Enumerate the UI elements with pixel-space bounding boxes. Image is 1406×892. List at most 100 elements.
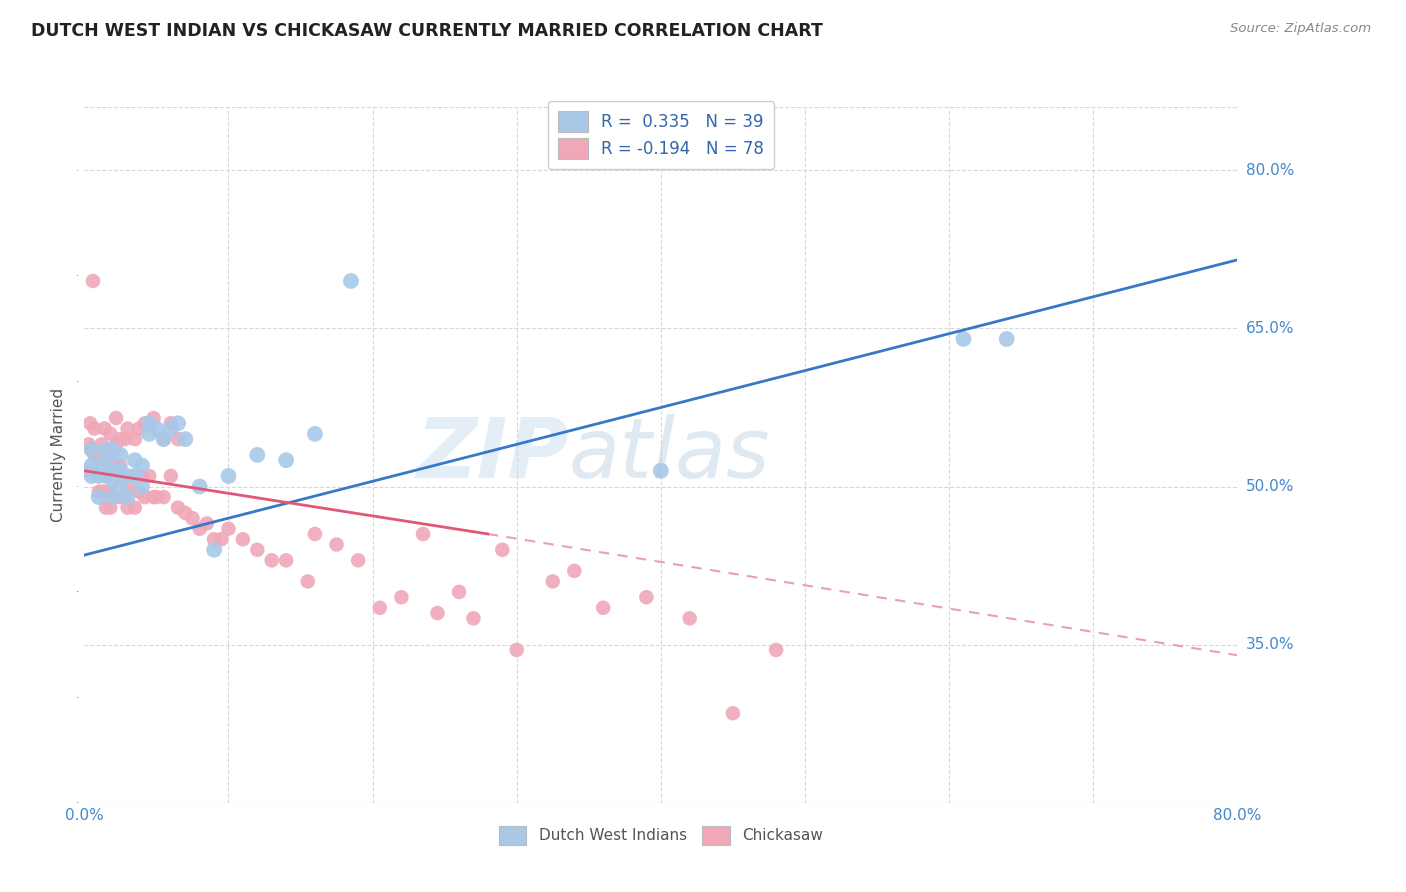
Legend: Dutch West Indians, Chickasaw: Dutch West Indians, Chickasaw	[494, 820, 828, 851]
Point	[77, 437, 100, 451]
Point	[87, 469, 110, 483]
Point	[124, 469, 146, 483]
Point	[174, 432, 197, 446]
Point	[134, 417, 156, 431]
Point	[195, 516, 218, 531]
Point	[181, 511, 204, 525]
Point	[103, 464, 124, 478]
Point	[276, 553, 298, 567]
Point	[276, 453, 298, 467]
Point	[114, 432, 136, 446]
Point	[110, 458, 132, 473]
Point	[110, 490, 132, 504]
Point	[721, 706, 744, 721]
Point	[297, 574, 319, 589]
Point	[160, 417, 183, 431]
Point	[105, 437, 128, 451]
Point	[167, 417, 190, 431]
Point	[142, 411, 165, 425]
Point	[131, 458, 153, 473]
Point	[995, 332, 1018, 346]
Point	[110, 479, 132, 493]
Point	[124, 432, 146, 446]
Point	[325, 537, 347, 551]
Point	[94, 500, 117, 515]
Point	[304, 527, 326, 541]
Point	[347, 553, 370, 567]
Point	[145, 490, 167, 504]
Point	[218, 522, 240, 536]
Point	[87, 458, 110, 473]
Point	[80, 442, 103, 457]
Point	[83, 421, 105, 435]
Point	[117, 421, 139, 435]
Point	[90, 484, 112, 499]
Point	[412, 527, 434, 541]
Text: 35.0%: 35.0%	[1246, 637, 1294, 652]
Point	[105, 411, 128, 425]
Point	[93, 421, 115, 435]
Point	[541, 574, 564, 589]
Point	[124, 500, 146, 515]
Point	[110, 432, 132, 446]
Point	[110, 464, 132, 478]
Point	[138, 469, 160, 483]
Point	[160, 469, 183, 483]
Point	[93, 484, 115, 499]
Point	[491, 542, 513, 557]
Point	[592, 600, 614, 615]
Point	[340, 274, 363, 288]
Point	[96, 469, 118, 483]
Point	[167, 432, 190, 446]
Point	[202, 533, 225, 547]
Point	[152, 432, 174, 446]
Point	[463, 611, 485, 625]
Point	[209, 533, 232, 547]
Point	[82, 274, 104, 288]
Point	[83, 448, 105, 462]
Point	[218, 469, 240, 483]
Point	[188, 479, 211, 493]
Point	[124, 453, 146, 467]
Point	[87, 490, 110, 504]
Point	[679, 611, 702, 625]
Point	[114, 490, 136, 504]
Point	[128, 421, 150, 435]
Text: 50.0%: 50.0%	[1246, 479, 1294, 494]
Point	[117, 469, 139, 483]
Point	[131, 469, 153, 483]
Text: atlas: atlas	[568, 415, 770, 495]
Point	[103, 490, 124, 504]
Point	[650, 464, 672, 478]
Point	[160, 421, 183, 435]
Point	[564, 564, 586, 578]
Point	[449, 585, 471, 599]
Point	[188, 522, 211, 536]
Point	[87, 453, 110, 467]
Point	[765, 643, 787, 657]
Point	[152, 432, 174, 446]
Text: 80.0%: 80.0%	[1246, 163, 1294, 178]
Point	[232, 533, 254, 547]
Point	[110, 448, 132, 462]
Point	[80, 458, 103, 473]
Point	[94, 448, 117, 462]
Point	[117, 500, 139, 515]
Point	[246, 542, 269, 557]
Point	[167, 500, 190, 515]
Point	[131, 479, 153, 493]
Point	[260, 553, 283, 567]
Point	[426, 606, 449, 620]
Point	[98, 426, 121, 441]
Point	[636, 591, 658, 605]
Point	[368, 600, 391, 615]
Text: DUTCH WEST INDIAN VS CHICKASAW CURRENTLY MARRIED CORRELATION CHART: DUTCH WEST INDIAN VS CHICKASAW CURRENTLY…	[31, 22, 823, 40]
Point	[80, 469, 103, 483]
Point	[128, 484, 150, 499]
Point	[246, 448, 269, 462]
Point	[202, 542, 225, 557]
Point	[76, 464, 98, 478]
Point	[97, 484, 120, 499]
Point	[152, 490, 174, 504]
Point	[138, 417, 160, 431]
